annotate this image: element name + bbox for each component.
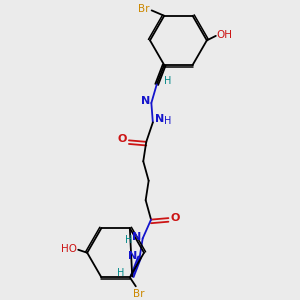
Text: N: N [132, 232, 141, 242]
Text: OH: OH [216, 30, 232, 40]
Text: N: N [155, 114, 164, 124]
Text: H: H [125, 235, 133, 245]
Text: O: O [170, 212, 180, 223]
Text: H: H [164, 116, 172, 126]
Text: H: H [117, 268, 124, 278]
Text: Br: Br [138, 4, 150, 14]
Text: O: O [118, 134, 127, 145]
Text: H: H [164, 76, 172, 86]
Text: N: N [141, 97, 150, 106]
Text: N: N [128, 251, 137, 261]
Text: HO: HO [61, 244, 76, 254]
Text: Br: Br [133, 289, 145, 299]
